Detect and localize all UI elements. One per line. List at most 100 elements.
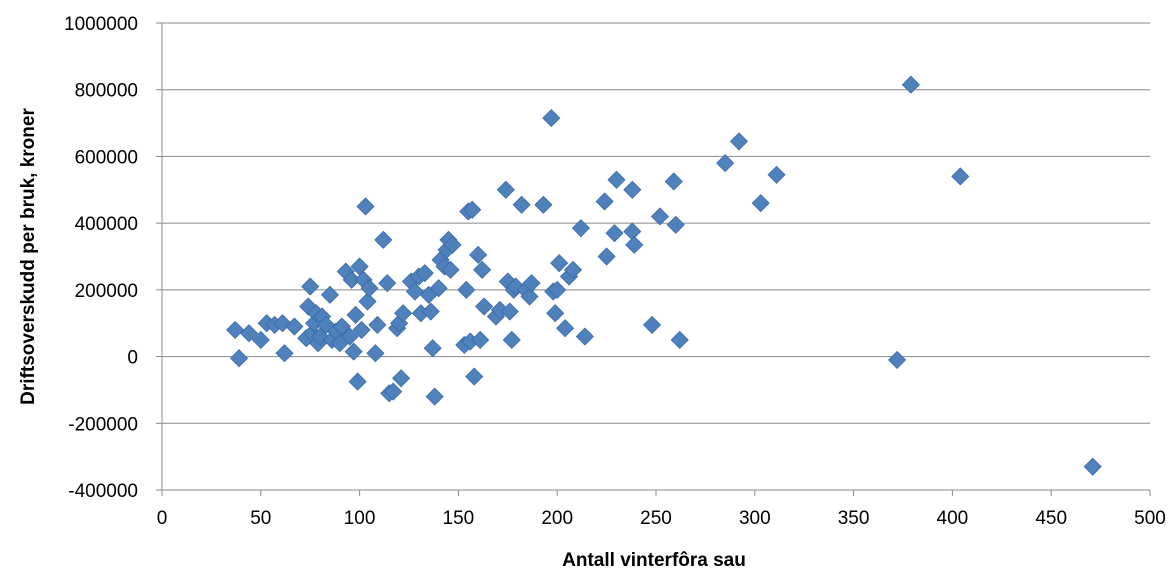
y-axis-title: Driftsoverskudd per bruk, kroner — [18, 108, 39, 405]
data-point — [285, 317, 304, 336]
data-point — [473, 260, 492, 279]
gridlines — [162, 22, 1150, 491]
data-point — [366, 344, 385, 363]
x-tick-label: 500 — [1134, 508, 1166, 529]
data-point — [595, 192, 614, 211]
data-point — [465, 367, 484, 386]
data-point — [360, 279, 379, 298]
data-point — [729, 132, 749, 151]
data-point — [767, 165, 786, 184]
data-point — [346, 305, 365, 324]
data-point — [251, 330, 270, 349]
data-point — [356, 197, 375, 216]
data-point — [642, 315, 662, 334]
data-point — [239, 324, 259, 343]
data-point — [1083, 457, 1102, 476]
data-point — [623, 222, 642, 241]
x-tick-label: 100 — [344, 508, 376, 529]
data-point — [275, 344, 294, 363]
data-point — [951, 167, 970, 186]
y-tick-label: 200000 — [75, 281, 138, 302]
data-point — [664, 172, 683, 191]
data-point — [607, 170, 626, 189]
data-point — [571, 219, 590, 238]
data-point — [423, 339, 442, 358]
data-point — [751, 194, 770, 213]
data-point — [666, 215, 685, 234]
x-tick-label: 300 — [739, 508, 771, 529]
data-point — [597, 247, 616, 266]
data-point — [368, 315, 387, 334]
x-tick-label: 400 — [937, 508, 969, 529]
data-point — [475, 297, 494, 316]
data-point — [556, 319, 575, 338]
data-point — [546, 304, 565, 323]
data-point — [415, 264, 434, 283]
y-tick-labels: -400000 -200000 0 200000 400000 600000 800000 1… — [64, 14, 162, 502]
y-tick-label: 400000 — [75, 214, 138, 235]
data-point — [534, 195, 553, 214]
data-point — [463, 200, 482, 219]
data-point — [443, 235, 462, 254]
data-point — [340, 327, 359, 346]
data-point — [394, 304, 413, 323]
data-point — [542, 109, 561, 128]
y-tick-label: 0 — [127, 348, 138, 369]
data-point — [623, 180, 642, 199]
data-point — [563, 260, 583, 279]
x-tick-label: 0 — [157, 508, 168, 529]
data-point — [378, 274, 397, 293]
data-point — [332, 317, 351, 336]
axes — [161, 23, 1150, 491]
data-point — [716, 154, 735, 173]
data-point — [348, 372, 367, 391]
x-tick-label: 250 — [640, 508, 672, 529]
data-point — [502, 330, 521, 349]
data-point — [374, 230, 393, 249]
y-tick-label: 1000000 — [64, 14, 138, 35]
y-tick-label: -200000 — [68, 414, 138, 435]
data-point — [670, 330, 689, 349]
data-point — [301, 277, 320, 296]
data-point — [471, 330, 490, 349]
data-point — [429, 279, 448, 298]
data-point — [320, 285, 340, 304]
data-point — [512, 195, 531, 214]
data-point — [226, 320, 245, 339]
data-point — [457, 280, 476, 299]
data-point — [496, 180, 515, 199]
y-tick-label: -400000 — [68, 481, 138, 502]
data-point — [901, 75, 920, 94]
x-axis-title: Antall vinterfôra sau — [562, 550, 746, 571]
data-point — [229, 349, 249, 368]
data-point — [650, 207, 670, 226]
data-point — [344, 342, 363, 361]
y-tick-label: 600000 — [75, 147, 138, 168]
data-point — [425, 387, 444, 406]
data-point — [469, 245, 488, 264]
data-point — [605, 224, 624, 243]
data-point — [548, 280, 567, 299]
data-point — [352, 320, 371, 339]
x-tick-labels: 0 50 100 150 200 250 300 350 400 450 500 — [157, 490, 1166, 529]
data-point — [392, 369, 411, 388]
data-point — [500, 302, 519, 321]
data-point — [441, 260, 460, 279]
data-point — [421, 302, 440, 321]
x-tick-label: 150 — [443, 508, 475, 529]
data-point — [299, 297, 318, 316]
data-point — [520, 287, 539, 306]
data-point — [384, 382, 403, 401]
data-point — [888, 350, 907, 369]
x-tick-label: 350 — [838, 508, 870, 529]
data-point — [575, 327, 594, 346]
data-point — [358, 292, 377, 311]
data-point — [625, 235, 644, 254]
data-points — [226, 75, 1102, 476]
y-tick-label: 800000 — [75, 81, 138, 102]
data-point — [522, 274, 541, 293]
data-point — [550, 254, 569, 273]
x-tick-label: 450 — [1035, 508, 1067, 529]
data-point — [405, 282, 424, 301]
